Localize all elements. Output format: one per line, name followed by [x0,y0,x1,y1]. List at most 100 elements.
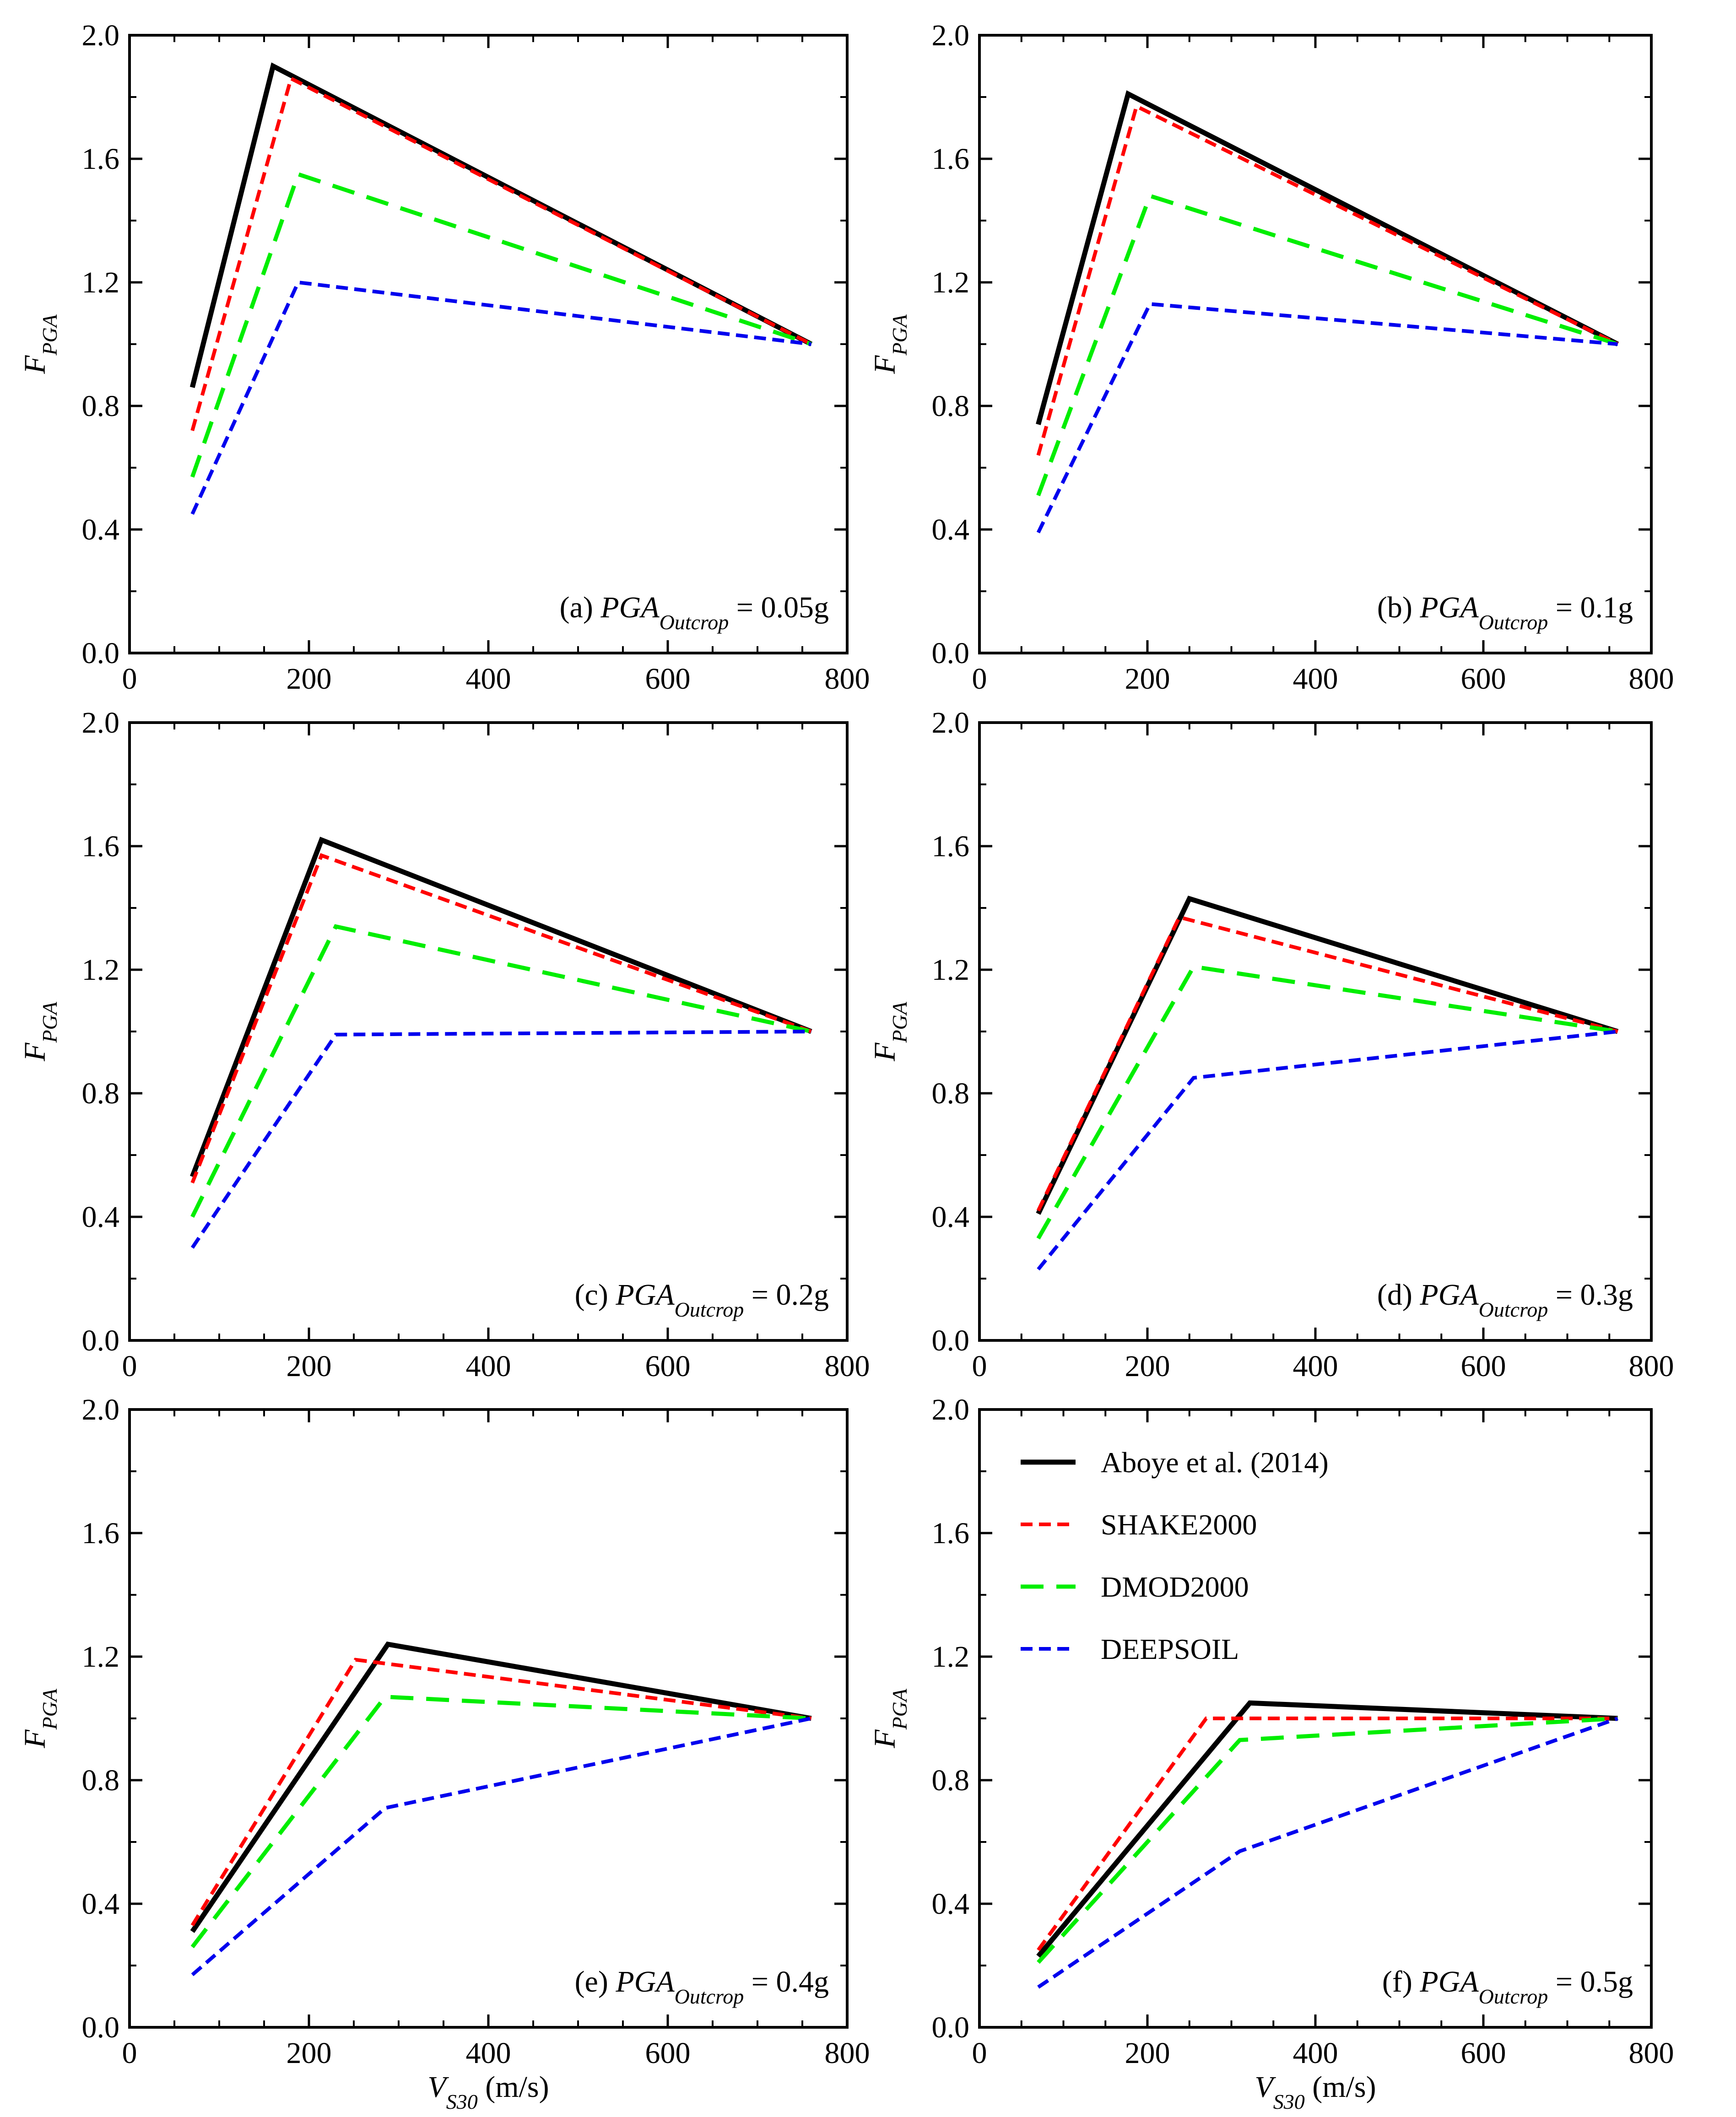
legend-label: DMOD2000 [1101,1571,1249,1603]
x-tick-label: 0 [122,2036,137,2070]
series-line-shake2000 [1037,1717,1618,1951]
x-axis-title: VS30 (m/s) [1255,2070,1376,2113]
plot-frame [128,34,849,654]
series-line-deepsoil [191,1717,812,1977]
x-tick-label: 800 [1629,2036,1674,2070]
series-line-aboye-et-al-2014- [190,1641,812,1933]
x-tick-label: 0 [972,1350,987,1383]
legend: Aboye et al. (2014) SHAKE2000 DMOD2000 DEEP… [1021,1446,1329,1665]
x-tick-label: 200 [1125,1350,1170,1383]
series-line-aboye-et-al-2014- [1036,896,1619,1215]
x-tick-label: 400 [1293,2036,1338,2070]
x-tick-label: 400 [1293,1350,1338,1383]
series-line-shake2000 [190,1658,812,1927]
x-tick-label: 200 [287,2036,332,2070]
series-line-aboye-et-al-2014- [190,837,812,1178]
x-tick-label: 800 [825,2036,870,2070]
y-tick-label: 2.0 [932,1393,970,1426]
series-line-dmod2000 [1037,1716,1618,1964]
x-tick-label: 400 [466,2036,511,2070]
y-tick-label: 0.0 [932,637,970,670]
y-tick-label: 0.8 [932,1077,970,1110]
panel-c: 0 200 400 600 800 0.0 0.4 0.8 1.2 1.6 2.0 FPGA (c) P… [18,706,870,1383]
x-axis-title: VS30 (m/s) [427,2070,549,2113]
y-tick-label: 1.2 [932,953,970,987]
series-line-dmod2000 [190,924,812,1218]
x-tick-label: 600 [1461,662,1506,696]
y-tick-label: 0.8 [82,389,120,423]
series-line-aboye-et-al-2014- [189,62,813,388]
y-tick-label: 1.2 [932,1640,970,1674]
series-line-deepsoil [190,280,812,515]
y-tick-label: 0.4 [932,513,970,546]
x-tick-label: 600 [645,2036,691,2070]
series-line-shake2000 [1036,103,1619,456]
y-tick-label: 2.0 [932,19,970,52]
panel-d: 0 200 400 600 800 0.0 0.4 0.8 1.2 1.6 2.0 FPGA (d) P… [868,706,1674,1383]
y-tick-label: 1.6 [82,142,120,176]
x-tick-label: 600 [1461,2036,1506,2070]
y-tick-label: 0.0 [932,1324,970,1357]
y-axis-title: FPGA [18,1688,61,1749]
series-line-deepsoil [1037,1030,1618,1271]
x-tick-label: 200 [1125,662,1170,696]
panel-annotation: (a) PGAOutcrop = 0.05g [560,591,829,634]
x-tick-label: 0 [122,1350,137,1383]
x-tick-label: 400 [1293,662,1338,696]
series-line-deepsoil [1037,1717,1618,1989]
series-line-aboye-et-al-2014- [1036,90,1619,425]
y-tick-label: 0.0 [82,2011,120,2044]
panel-e: 0 200 400 600 800 0.0 0.4 0.8 1.2 1.6 2.0 FPGA VS30 … [18,1393,870,2113]
series-line-dmod2000 [190,1695,811,1949]
x-tick-label: 400 [466,662,511,696]
y-tick-label: 0.4 [932,1887,970,1921]
panel-annotation: (f) PGAOutcrop = 0.5g [1382,1965,1633,2008]
y-tick-label: 1.2 [932,266,970,299]
y-tick-label: 0.0 [82,1324,120,1357]
x-tick-label: 400 [466,1350,511,1383]
y-tick-label: 0.8 [932,389,970,423]
legend-label: SHAKE2000 [1101,1508,1257,1541]
y-tick-label: 0.4 [82,1887,120,1921]
x-tick-label: 200 [1125,2036,1170,2070]
x-tick-label: 600 [1461,1350,1506,1383]
series-line-dmod2000 [1036,193,1618,497]
x-tick-label: 600 [645,662,691,696]
series-line-dmod2000 [190,172,812,478]
y-tick-label: 1.2 [82,1640,120,1674]
y-tick-label: 1.6 [932,142,970,176]
plot-frame [978,34,1653,654]
panel-annotation: (c) PGAOutcrop = 0.2g [575,1278,829,1321]
y-tick-label: 1.6 [932,830,970,863]
panel-a: 0 200 400 600 800 0.0 0.4 0.8 1.2 1.6 2.0 FPGA (a) P… [18,19,870,696]
y-tick-label: 1.2 [82,953,120,987]
panel-f: 0 200 400 600 800 0.0 0.4 0.8 1.2 1.6 2.0 FPGA VS30 … [868,1393,1674,2113]
y-tick-label: 0.8 [932,1764,970,1797]
y-tick-label: 1.2 [82,266,120,299]
series-line-deepsoil [190,1030,811,1249]
y-tick-label: 1.6 [82,830,120,863]
y-tick-label: 1.6 [932,1517,970,1550]
x-tick-label: 200 [287,1350,332,1383]
panel-annotation: (d) PGAOutcrop = 0.3g [1377,1278,1633,1321]
x-tick-label: 600 [645,1350,691,1383]
legend-label: DEEPSOIL [1101,1633,1239,1665]
y-tick-label: 2.0 [932,706,970,740]
y-axis-title: FPGA [868,1688,911,1749]
y-tick-label: 0.4 [82,513,120,546]
y-axis-title: FPGA [868,1001,911,1062]
panel-b: 0 200 400 600 800 0.0 0.4 0.8 1.2 1.6 2.0 FPGA (b) P… [868,19,1674,696]
y-tick-label: 2.0 [82,19,120,52]
series-line-shake2000 [1036,915,1618,1212]
panel-annotation: (b) PGAOutcrop = 0.1g [1377,591,1633,634]
series-line-deepsoil [1036,302,1618,534]
y-tick-label: 0.8 [82,1764,120,1797]
x-tick-label: 0 [972,662,987,696]
y-tick-label: 0.0 [82,637,120,670]
y-tick-label: 0.4 [82,1200,120,1234]
legend-label: Aboye et al. (2014) [1101,1446,1329,1479]
x-tick-label: 800 [825,662,870,696]
plot-frame [978,721,1653,1342]
x-tick-label: 0 [122,662,137,696]
y-tick-label: 0.4 [932,1200,970,1234]
